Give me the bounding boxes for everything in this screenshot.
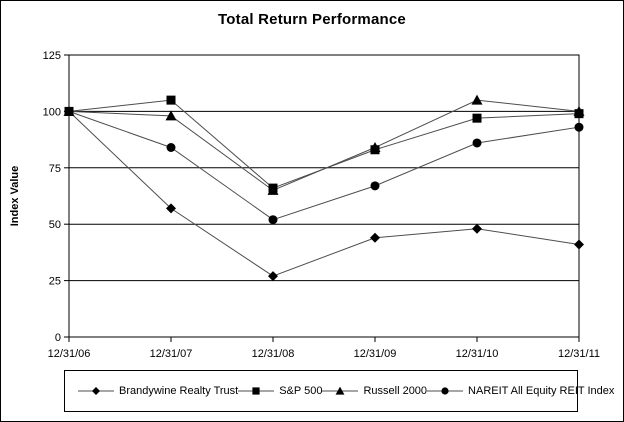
legend: Brandywine Realty Trust S&P 500 Russell 20… [64,370,614,412]
x-tick-label-12-31-10: 12/31/10 [456,348,499,360]
square-marker-icon [268,183,278,193]
square-marker-icon [370,145,380,155]
diamond-marker-icon [574,239,584,250]
series-line [68,110,580,221]
circle-legend-icon [427,387,464,395]
legend-label-s-p-500: S&P 500 [279,385,323,397]
triangle-legend-icon [322,386,359,395]
x-tick-label-12-31-06: 12/31/06 [48,348,91,360]
legend-item-nareit-all-equity-reit-index: NAREIT All Equity REIT Index [427,385,614,397]
plot-area: 0 25 50 75 100 125 12/31/06 12/31/07 12/31/08 12/… [43,50,600,360]
x-tick-label-12-31-08: 12/31/08 [252,348,295,360]
x-tick-label-12-31-09: 12/31/09 [354,348,397,360]
legend-item-russell-2000: Russell 2000 [322,385,427,397]
plot-border [68,54,580,338]
y-tick-label-25: 25 [49,276,61,288]
circle-marker-icon [441,387,449,395]
x-tick-label-12-31-11: 12/31/11 [558,348,600,360]
series-line [68,111,580,277]
circle-marker-icon [370,181,380,191]
series-line [68,99,580,189]
y-tick-label-125: 125 [43,50,61,62]
circle-marker-icon [166,142,176,152]
series-nareit-all-equity-reit-index [64,106,584,225]
triangle-marker-icon [165,110,177,121]
diamond-legend-icon [78,387,114,395]
diamond-marker-icon [370,232,380,243]
triangle-marker-icon [471,94,483,105]
diamond-marker-icon [166,203,176,214]
series-s-p-500 [64,95,584,193]
legend-label-russell-2000: Russell 2000 [363,385,428,397]
series-line [68,99,580,191]
circle-marker-icon [472,138,482,148]
diamond-marker-icon [472,223,482,234]
diamond-marker-icon [268,271,278,282]
legend-item-s-p-500: S&P 500 [238,385,322,397]
square-marker-icon [166,95,176,105]
chart-title: Total Return Performance [218,11,406,28]
legend-item-brandywine-realty-trust: Brandywine Realty Trust [78,385,238,397]
y-tick-label-50: 50 [49,219,61,231]
circle-marker-icon [574,122,584,132]
legend-label-nareit-all-equity-reit-index: NAREIT All Equity REIT Index [468,385,615,397]
square-marker-icon [574,109,584,119]
y-tick-label-100: 100 [43,106,61,118]
circle-marker-icon [64,106,74,116]
series-brandywine-realty-trust [64,106,584,282]
square-marker-icon [472,113,482,123]
square-legend-icon [238,387,275,395]
circle-marker-icon [268,215,278,225]
y-tick-label-0: 0 [55,332,61,344]
diamond-marker-icon [92,387,100,395]
square-marker-icon [252,387,260,395]
legend-label-brandywine-realty-trust: Brandywine Realty Trust [119,385,239,397]
triangle-marker-icon [336,386,345,395]
y-tick-label-75: 75 [49,163,61,175]
x-tick-label-12-31-07: 12/31/07 [150,348,193,360]
